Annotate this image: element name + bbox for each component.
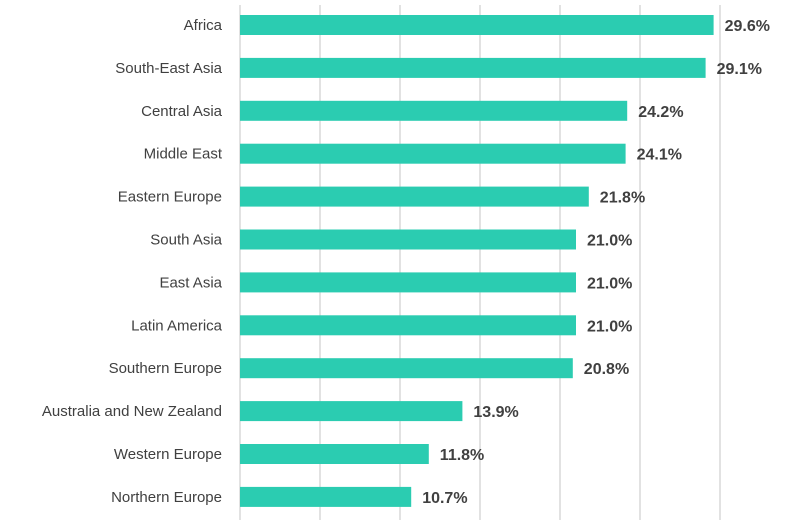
value-label: 10.7% xyxy=(422,490,467,507)
bar xyxy=(240,57,706,78)
category-label: Northern Europe xyxy=(111,489,222,506)
value-label: 21.0% xyxy=(587,318,632,335)
value-label: 29.1% xyxy=(717,61,762,78)
value-label: 21.0% xyxy=(587,275,632,292)
category-label: Southern Europe xyxy=(109,360,222,377)
bar xyxy=(240,486,412,507)
value-label: 29.6% xyxy=(725,18,770,35)
value-label: 24.2% xyxy=(638,104,683,121)
category-label: Central Asia xyxy=(141,103,223,120)
category-label: East Asia xyxy=(159,274,222,291)
value-label: 11.8% xyxy=(440,447,484,464)
value-label: 24.1% xyxy=(637,147,682,164)
bar xyxy=(240,272,576,293)
bars xyxy=(240,15,714,507)
bar xyxy=(240,143,626,164)
gridlines xyxy=(239,5,721,520)
value-label: 13.9% xyxy=(473,404,518,421)
category-label: Eastern Europe xyxy=(118,189,222,206)
category-label: Africa xyxy=(184,17,223,34)
value-label: 21.0% xyxy=(587,233,632,250)
category-label: South-East Asia xyxy=(115,60,222,77)
bar xyxy=(240,229,576,250)
bar xyxy=(240,15,714,35)
bar xyxy=(240,358,573,379)
category-label: Australia and New Zealand xyxy=(42,403,222,420)
bar xyxy=(240,401,463,422)
bar xyxy=(240,444,429,464)
bar xyxy=(240,186,589,207)
category-label: Western Europe xyxy=(114,446,222,463)
value-label: 21.8% xyxy=(600,190,645,207)
category-label: South Asia xyxy=(150,232,222,249)
category-label: Latin America xyxy=(131,317,223,334)
value-labels: 29.6% 29.1% 24.2% 24.1% 21.8% 21.0% 21.0% 21.0%… xyxy=(422,18,770,507)
bar xyxy=(240,315,576,336)
bar xyxy=(240,100,628,121)
value-label: 20.8% xyxy=(584,361,629,378)
category-label: Middle East xyxy=(144,146,223,163)
category-labels: Africa South-East Asia Central Asia Middle … xyxy=(42,17,223,506)
